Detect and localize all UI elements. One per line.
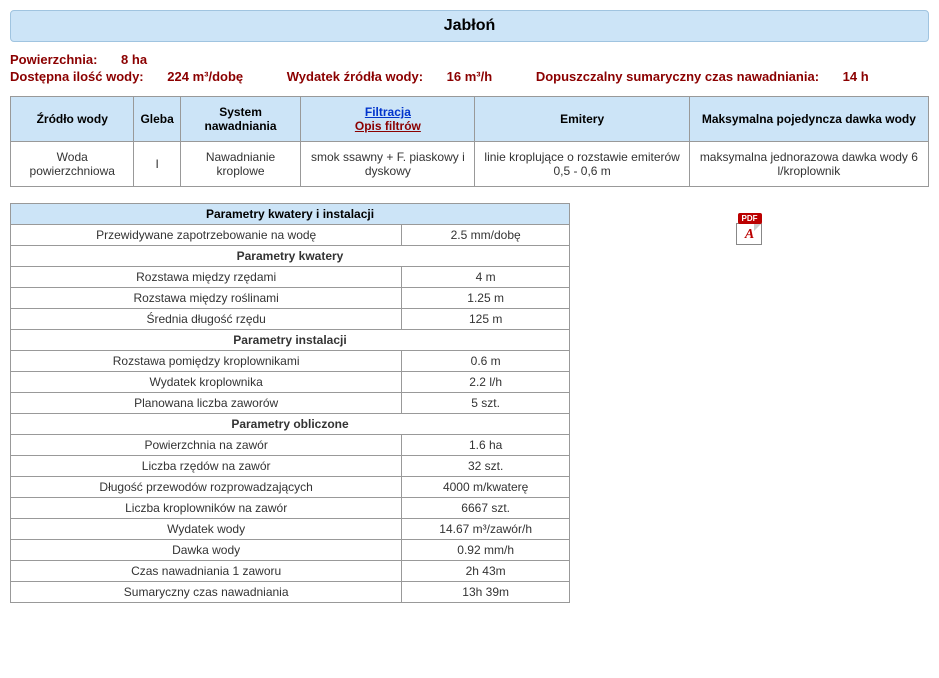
- cell-max-dose: maksymalna jednorazowa dawka wody 6 l/kr…: [689, 142, 928, 187]
- param-label: Liczba rzędów na zawór: [11, 456, 402, 477]
- param-value: 5 szt.: [402, 393, 570, 414]
- col-filtration: Filtracja Opis filtrów: [301, 97, 475, 142]
- param-value: 6667 szt.: [402, 498, 570, 519]
- param-value: 0.92 mm/h: [402, 540, 570, 561]
- param-label: Długość przewodów rozprowadzających: [11, 477, 402, 498]
- params-table: Parametry kwatery i instalacji Przewidyw…: [10, 203, 570, 603]
- cell-source: Woda powierzchniowa: [11, 142, 134, 187]
- water-avail-value: 224 m³/dobę: [167, 69, 243, 84]
- area-value: 8 ha: [121, 52, 147, 67]
- param-value: 4000 m/kwaterę: [402, 477, 570, 498]
- param-label: Przewidywane zapotrzebowanie na wodę: [11, 225, 402, 246]
- info-water-line: Dostępna ilość wody: 224 m³/dobę Wydatek…: [10, 69, 929, 84]
- param-label: Średnia długość rzędu: [11, 309, 402, 330]
- filtration-desc-link[interactable]: Opis filtrów: [307, 119, 468, 133]
- cell-system: Nawadnianie kroplowe: [180, 142, 300, 187]
- col-system: System nawadniania: [180, 97, 300, 142]
- source-flow-label: Wydatek źródła wody:: [287, 69, 423, 84]
- param-label: Wydatek wody: [11, 519, 402, 540]
- max-time-label: Dopuszczalny sumaryczny czas nawadniania…: [536, 69, 819, 84]
- main-table: Źródło wody Gleba System nawadniania Fil…: [10, 96, 929, 187]
- param-value: 4 m: [402, 267, 570, 288]
- table-row: Woda powierzchniowa I Nawadnianie kroplo…: [11, 142, 929, 187]
- area-label: Powierzchnia:: [10, 52, 97, 67]
- param-label: Rozstawa pomiędzy kroplownikami: [11, 351, 402, 372]
- cell-soil: I: [134, 142, 180, 187]
- param-label: Powierzchnia na zawór: [11, 435, 402, 456]
- col-source: Źródło wody: [11, 97, 134, 142]
- pdf-icon[interactable]: A PDF: [734, 213, 766, 247]
- param-value: 125 m: [402, 309, 570, 330]
- param-value: 1.6 ha: [402, 435, 570, 456]
- param-value: 0.6 m: [402, 351, 570, 372]
- water-avail-label: Dostępna ilość wody:: [10, 69, 144, 84]
- section-head-3: Parametry instalacji: [11, 330, 570, 351]
- param-label: Rozstawa między rzędami: [11, 267, 402, 288]
- max-time-value: 14 h: [843, 69, 869, 84]
- param-value: 14.67 m³/zawór/h: [402, 519, 570, 540]
- section-head-1: Parametry kwatery i instalacji: [11, 204, 570, 225]
- cell-emitters: linie kroplujące o rozstawie emiterów 0,…: [475, 142, 689, 187]
- param-value: 32 szt.: [402, 456, 570, 477]
- param-label: Rozstawa między roślinami: [11, 288, 402, 309]
- param-label: Sumaryczny czas nawadniania: [11, 582, 402, 603]
- param-label: Liczba kroplowników na zawór: [11, 498, 402, 519]
- param-label: Dawka wody: [11, 540, 402, 561]
- param-label: Czas nawadniania 1 zaworu: [11, 561, 402, 582]
- col-emitters: Emitery: [475, 97, 689, 142]
- source-flow-value: 16 m³/h: [447, 69, 493, 84]
- pdf-label: PDF: [738, 213, 762, 224]
- param-value: 13h 39m: [402, 582, 570, 603]
- param-value: 2.2 l/h: [402, 372, 570, 393]
- param-value: 2h 43m: [402, 561, 570, 582]
- info-area: Powierzchnia: 8 ha: [10, 52, 929, 67]
- param-label: Planowana liczba zaworów: [11, 393, 402, 414]
- param-value: 1.25 m: [402, 288, 570, 309]
- section-head-4: Parametry obliczone: [11, 414, 570, 435]
- filtration-link[interactable]: Filtracja: [307, 105, 468, 119]
- cell-filtration: smok ssawny + F. piaskowy i dyskowy: [301, 142, 475, 187]
- page-title: Jabłoń: [10, 10, 929, 42]
- param-label: Wydatek kroplownika: [11, 372, 402, 393]
- param-value: 2.5 mm/dobę: [402, 225, 570, 246]
- col-soil: Gleba: [134, 97, 180, 142]
- section-head-2: Parametry kwatery: [11, 246, 570, 267]
- col-max-dose: Maksymalna pojedyncza dawka wody: [689, 97, 928, 142]
